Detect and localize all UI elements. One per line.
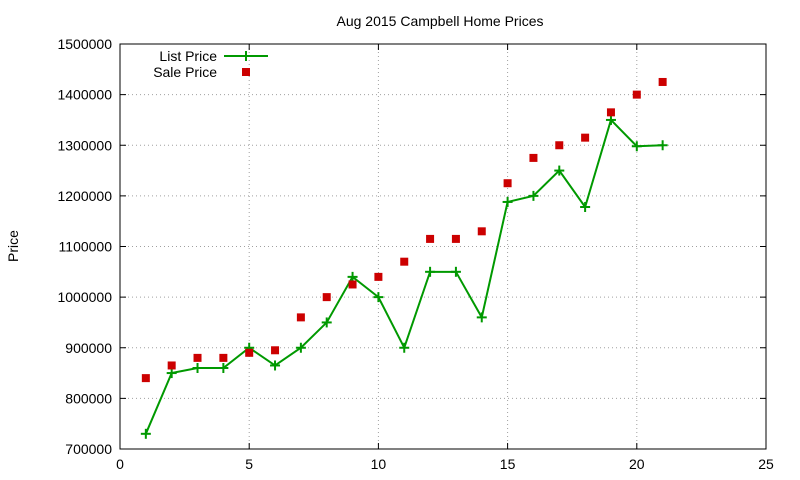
data-point: [658, 77, 667, 86]
data-point: [451, 234, 460, 243]
data-point: [271, 346, 280, 355]
data-point: [631, 141, 642, 152]
data-point: [140, 428, 151, 439]
data-point: [219, 353, 228, 362]
x-tick-label: 25: [758, 456, 774, 472]
series-sale-price: [141, 77, 667, 383]
data-point: [399, 342, 410, 353]
data-point: [555, 141, 564, 150]
legend-marker: [242, 68, 250, 76]
legend-marker: [241, 51, 251, 61]
y-tick-label: 800000: [65, 390, 112, 406]
data-point: [347, 271, 358, 282]
data-point: [193, 353, 202, 362]
data-point: [400, 257, 409, 266]
legend-label: Sale Price: [153, 64, 217, 80]
y-tick-label: 1500000: [57, 36, 112, 52]
chart-title: Aug 2015 Campbell Home Prices: [337, 13, 544, 29]
legend-label: List Price: [159, 48, 217, 64]
data-point: [476, 312, 487, 323]
grid: [120, 44, 766, 449]
data-point: [605, 114, 616, 125]
x-tick-label: 15: [500, 456, 516, 472]
data-point: [245, 348, 254, 357]
y-axis-label: Price: [5, 230, 21, 262]
data-point: [166, 368, 177, 379]
y-tick-label: 900000: [65, 340, 112, 356]
data-point: [606, 108, 615, 117]
data-point: [450, 266, 461, 277]
data-point: [192, 363, 203, 373]
plot-area: [140, 77, 668, 439]
data-point: [581, 133, 590, 142]
data-point: [295, 342, 306, 353]
data-point: [348, 280, 357, 289]
data-point: [554, 165, 565, 176]
data-point: [529, 153, 538, 162]
data-point: [321, 317, 332, 328]
data-point: [528, 190, 539, 201]
y-tick-label: 1400000: [57, 87, 112, 103]
data-point: [477, 227, 486, 236]
data-point: [503, 179, 512, 188]
y-tick-label: 1100000: [59, 239, 113, 255]
x-tick-label: 5: [245, 456, 253, 472]
tick-labels: 0 5 10 15 20 25 700000 800000 900000 1000000 11000…: [57, 36, 774, 472]
series-line: [144, 118, 663, 435]
data-point: [141, 374, 150, 383]
data-point: [425, 266, 436, 277]
data-point: [502, 196, 513, 207]
x-tick-label: 20: [629, 456, 645, 472]
data-point: [373, 292, 384, 303]
data-point: [270, 360, 281, 371]
series-list-price: [140, 114, 668, 439]
y-tick-label: 1200000: [57, 188, 112, 204]
data-point: [322, 293, 331, 302]
data-point: [426, 234, 435, 243]
y-tick-label: 700000: [65, 441, 112, 457]
data-point: [580, 202, 591, 213]
data-point: [632, 90, 641, 99]
data-point: [296, 313, 305, 322]
x-tick-label: 0: [116, 456, 124, 472]
data-point: [167, 361, 176, 370]
data-point: [218, 363, 229, 373]
x-tick-label: 10: [371, 456, 387, 472]
y-tick-label: 1000000: [57, 289, 112, 305]
axes: [119, 43, 767, 450]
data-point: [657, 140, 668, 151]
data-point: [374, 272, 383, 281]
y-tick-label: 1300000: [57, 137, 112, 153]
